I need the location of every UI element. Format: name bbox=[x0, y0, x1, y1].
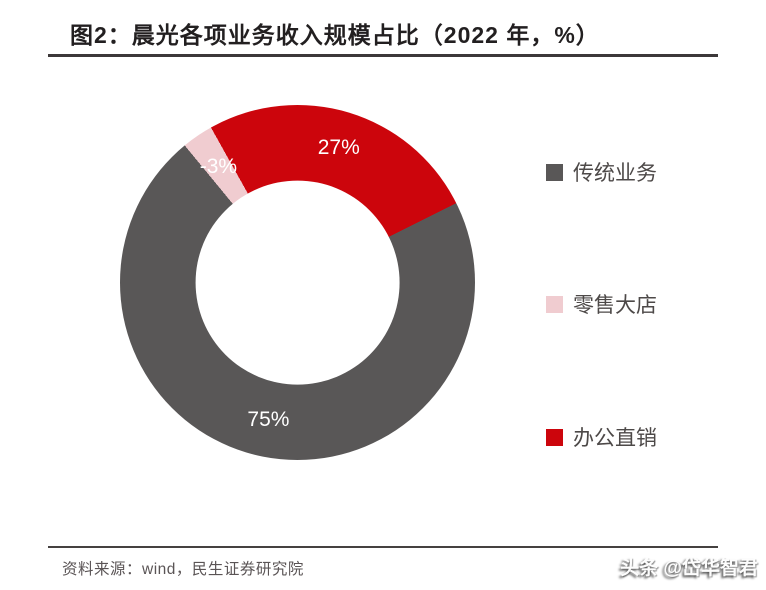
legend-swatch-retail bbox=[546, 295, 563, 313]
source-note: 资料来源：wind，民生证券研究院 bbox=[62, 561, 304, 578]
legend-label: 零售大店 bbox=[573, 294, 657, 317]
slice-label: 27% bbox=[317, 136, 360, 160]
slice-label: 75% bbox=[247, 407, 290, 431]
legend-item-retail: 零售大店 bbox=[546, 287, 657, 321]
legend-item-office: 办公直销 bbox=[546, 420, 657, 454]
title-divider bbox=[48, 54, 718, 57]
legend-swatch-traditional bbox=[546, 163, 563, 181]
slice-label: -3% bbox=[199, 154, 238, 178]
legend-label: 办公直销 bbox=[573, 427, 657, 450]
donut-hole bbox=[195, 180, 400, 385]
legend-label: 传统业务 bbox=[573, 162, 657, 185]
legend-item-traditional: 传统业务 bbox=[546, 155, 657, 189]
donut-chart: 75% -3% 27% bbox=[120, 105, 475, 460]
footer-divider bbox=[48, 546, 718, 548]
legend-swatch-office bbox=[546, 428, 563, 446]
watermark: 头条 @岱华智君 bbox=[620, 558, 758, 579]
figure-title: 图2：晨光各项业务收入规模占比（2022 年，%） bbox=[70, 22, 600, 48]
